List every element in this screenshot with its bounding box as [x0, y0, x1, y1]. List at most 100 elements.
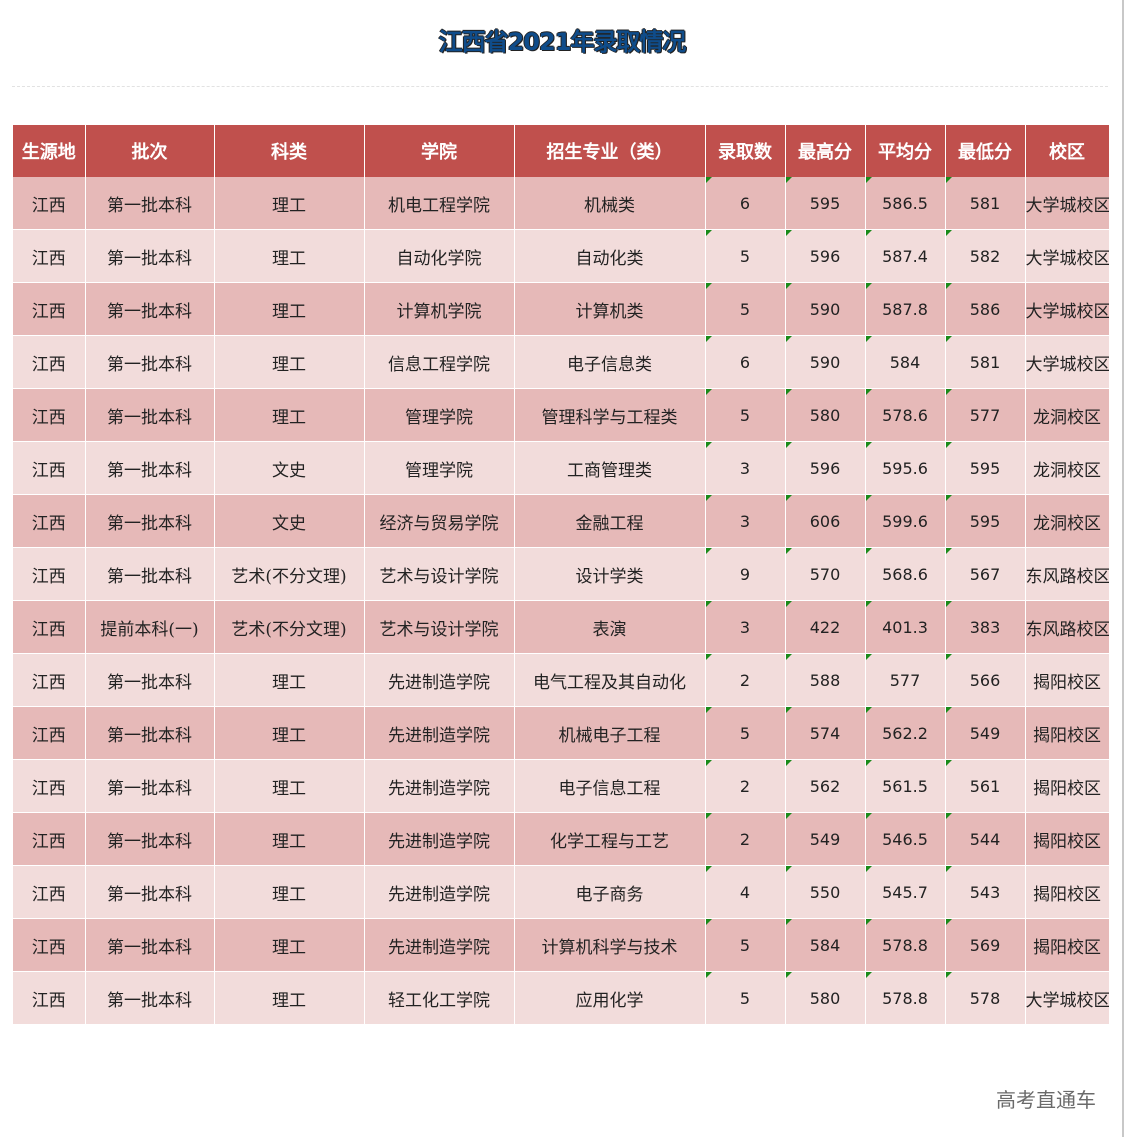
cell-major: 自动化类	[514, 229, 706, 283]
cell-batch: 第一批本科	[85, 918, 215, 972]
cell-category: 理工	[214, 229, 365, 283]
cell-major: 设计学类	[514, 547, 706, 601]
cell-college: 轻工化工学院	[364, 971, 515, 1025]
cell-campus: 揭阳校区	[1025, 918, 1110, 972]
cell-origin: 江西	[13, 653, 86, 707]
cell-admitted-count: 4	[705, 865, 786, 919]
cell-college: 管理学院	[364, 388, 515, 442]
cell-origin: 江西	[13, 865, 86, 919]
cell-highest-score: 562	[785, 759, 866, 813]
cell-lowest-score: 566	[945, 653, 1026, 707]
table-row: 江西 第一批本科 理工 先进制造学院 电气工程及其自动化 2 588 577 566 揭阳校区	[13, 653, 1110, 707]
cell-college: 经济与贸易学院	[364, 494, 515, 548]
cell-highest-score: 588	[785, 653, 866, 707]
cell-average-score: 578.6	[865, 388, 946, 442]
page-title: 江西省2021年录取情况	[438, 28, 687, 56]
cell-campus: 龙洞校区	[1025, 494, 1110, 548]
cell-major: 计算机类	[514, 282, 706, 336]
cell-admitted-count: 6	[705, 335, 786, 389]
cell-admitted-count: 5	[705, 229, 786, 283]
cell-major: 表演	[514, 600, 706, 654]
table-row: 江西 第一批本科 文史 管理学院 工商管理类 3 596 595.6 595 龙洞校区	[13, 441, 1110, 495]
cell-category: 理工	[214, 971, 365, 1025]
cell-admitted-count: 9	[705, 547, 786, 601]
cell-college: 自动化学院	[364, 229, 515, 283]
cell-origin: 江西	[13, 918, 86, 972]
cell-campus: 东风路校区	[1025, 547, 1110, 601]
cell-major: 电子信息工程	[514, 759, 706, 813]
cell-batch: 第一批本科	[85, 653, 215, 707]
cell-lowest-score: 581	[945, 177, 1026, 230]
cell-origin: 江西	[13, 600, 86, 654]
cell-campus: 大学城校区	[1025, 177, 1110, 230]
cell-batch: 第一批本科	[85, 547, 215, 601]
cell-college: 先进制造学院	[364, 653, 515, 707]
cell-highest-score: 595	[785, 177, 866, 230]
watermark: 高考直通车	[996, 1088, 1096, 1112]
cell-major: 管理科学与工程类	[514, 388, 706, 442]
header-college: 学院	[364, 125, 515, 177]
table-row: 江西 第一批本科 理工 自动化学院 自动化类 5 596 587.4 582 大学城校区	[13, 229, 1110, 283]
cell-origin: 江西	[13, 335, 86, 389]
cell-batch: 第一批本科	[85, 441, 215, 495]
cell-campus: 东风路校区	[1025, 600, 1110, 654]
cell-origin: 江西	[13, 441, 86, 495]
cell-category: 文史	[214, 441, 365, 495]
cell-lowest-score: 577	[945, 388, 1026, 442]
cell-college: 管理学院	[364, 441, 515, 495]
table-row: 江西 第一批本科 理工 先进制造学院 机械电子工程 5 574 562.2 549 揭阳校区	[13, 706, 1110, 760]
admission-table: 生源地 批次 科类 学院 招生专业（类） 录取数 最高分 平均分 最低分 校区 江西 第一批本科 理工…	[13, 125, 1110, 1025]
cell-batch: 第一批本科	[85, 177, 215, 230]
cell-batch: 第一批本科	[85, 335, 215, 389]
cell-batch: 第一批本科	[85, 812, 215, 866]
cell-category: 理工	[214, 706, 365, 760]
cell-lowest-score: 544	[945, 812, 1026, 866]
cell-campus: 揭阳校区	[1025, 812, 1110, 866]
cell-admitted-count: 5	[705, 971, 786, 1025]
cell-major: 电子信息类	[514, 335, 706, 389]
cell-category: 理工	[214, 759, 365, 813]
cell-average-score: 587.8	[865, 282, 946, 336]
cell-average-score: 568.6	[865, 547, 946, 601]
cell-highest-score: 574	[785, 706, 866, 760]
cell-campus: 揭阳校区	[1025, 706, 1110, 760]
header-origin: 生源地	[13, 125, 86, 177]
cell-origin: 江西	[13, 494, 86, 548]
cell-college: 先进制造学院	[364, 812, 515, 866]
cell-origin: 江西	[13, 812, 86, 866]
cell-campus: 龙洞校区	[1025, 388, 1110, 442]
cell-lowest-score: 582	[945, 229, 1026, 283]
cell-college: 艺术与设计学院	[364, 547, 515, 601]
cell-major: 化学工程与工艺	[514, 812, 706, 866]
cell-lowest-score: 567	[945, 547, 1026, 601]
cell-highest-score: 549	[785, 812, 866, 866]
cell-origin: 江西	[13, 177, 86, 230]
cell-admitted-count: 5	[705, 918, 786, 972]
table-row: 江西 第一批本科 文史 经济与贸易学院 金融工程 3 606 599.6 595 龙洞校区	[13, 494, 1110, 548]
cell-campus: 揭阳校区	[1025, 653, 1110, 707]
cell-batch: 第一批本科	[85, 865, 215, 919]
cell-admitted-count: 2	[705, 759, 786, 813]
header-highest-score: 最高分	[785, 125, 866, 177]
cell-origin: 江西	[13, 229, 86, 283]
cell-campus: 大学城校区	[1025, 971, 1110, 1025]
cell-average-score: 401.3	[865, 600, 946, 654]
cell-college: 先进制造学院	[364, 759, 515, 813]
cell-admitted-count: 6	[705, 177, 786, 230]
header-lowest-score: 最低分	[945, 125, 1026, 177]
cell-category: 文史	[214, 494, 365, 548]
header-major: 招生专业（类）	[514, 125, 706, 177]
cell-batch: 第一批本科	[85, 229, 215, 283]
cell-major: 机械类	[514, 177, 706, 230]
table-body: 江西 第一批本科 理工 机电工程学院 机械类 6 595 586.5 581 大学城校区 江西 第一批…	[13, 177, 1110, 1025]
cell-category: 理工	[214, 282, 365, 336]
cell-admitted-count: 5	[705, 282, 786, 336]
cell-college: 机电工程学院	[364, 177, 515, 230]
cell-admitted-count: 3	[705, 441, 786, 495]
header-campus: 校区	[1025, 125, 1110, 177]
cell-lowest-score: 549	[945, 706, 1026, 760]
cell-average-score: 595.6	[865, 441, 946, 495]
cell-highest-score: 590	[785, 282, 866, 336]
table-row: 江西 提前本科(一) 艺术(不分文理) 艺术与设计学院 表演 3 422 401.3 383 东风…	[13, 600, 1110, 654]
cell-average-score: 599.6	[865, 494, 946, 548]
